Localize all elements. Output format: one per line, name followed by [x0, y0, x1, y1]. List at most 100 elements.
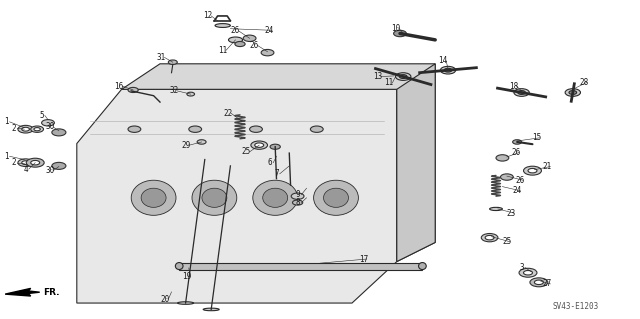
- Circle shape: [261, 49, 274, 56]
- Polygon shape: [122, 64, 435, 262]
- Text: 25: 25: [502, 237, 511, 246]
- Circle shape: [528, 168, 537, 173]
- Circle shape: [22, 161, 29, 165]
- Text: 11: 11: [385, 78, 394, 87]
- Ellipse shape: [141, 188, 166, 207]
- Ellipse shape: [314, 180, 358, 215]
- Text: 28: 28: [579, 78, 588, 87]
- Circle shape: [513, 140, 522, 144]
- Text: 26: 26: [511, 148, 520, 157]
- Circle shape: [31, 126, 44, 132]
- Circle shape: [270, 144, 280, 149]
- Text: 26: 26: [231, 26, 240, 35]
- FancyBboxPatch shape: [179, 263, 422, 270]
- Ellipse shape: [215, 24, 230, 27]
- Text: 13: 13: [373, 72, 382, 81]
- Circle shape: [310, 126, 323, 132]
- Circle shape: [250, 126, 262, 132]
- Circle shape: [52, 162, 66, 169]
- Text: 2: 2: [12, 124, 17, 133]
- Text: 21: 21: [543, 162, 552, 171]
- Circle shape: [530, 278, 548, 287]
- Circle shape: [440, 66, 456, 74]
- Ellipse shape: [192, 180, 237, 215]
- Text: 31: 31: [157, 53, 166, 62]
- Ellipse shape: [204, 308, 219, 311]
- Circle shape: [514, 89, 529, 96]
- Ellipse shape: [323, 188, 349, 207]
- Circle shape: [168, 60, 177, 64]
- Text: 26: 26: [250, 41, 259, 50]
- Text: 11: 11: [218, 46, 227, 55]
- Text: 19: 19: [182, 272, 191, 281]
- Circle shape: [31, 160, 44, 166]
- Circle shape: [128, 126, 141, 132]
- Circle shape: [524, 166, 541, 175]
- Text: 18: 18: [509, 82, 518, 91]
- Ellipse shape: [490, 207, 502, 211]
- Text: 3: 3: [519, 263, 524, 272]
- Circle shape: [496, 155, 509, 161]
- Text: SV43-E1203: SV43-E1203: [553, 302, 599, 311]
- Text: 32: 32: [170, 86, 179, 95]
- Circle shape: [292, 200, 303, 205]
- Text: 16: 16: [115, 82, 124, 91]
- Circle shape: [534, 280, 543, 285]
- Polygon shape: [5, 288, 40, 296]
- Ellipse shape: [202, 188, 227, 207]
- Ellipse shape: [253, 180, 298, 215]
- Text: 5: 5: [39, 111, 44, 120]
- Text: 22: 22: [223, 109, 232, 118]
- Circle shape: [399, 75, 407, 78]
- Polygon shape: [77, 89, 397, 303]
- Circle shape: [565, 89, 580, 96]
- Circle shape: [52, 129, 66, 136]
- Text: 12: 12: [204, 11, 212, 20]
- Text: 27: 27: [543, 279, 552, 288]
- Circle shape: [197, 140, 206, 144]
- Circle shape: [18, 159, 33, 167]
- Text: 25: 25: [242, 147, 251, 156]
- Circle shape: [31, 160, 40, 165]
- Text: 14: 14: [438, 56, 447, 65]
- Text: 20: 20: [161, 295, 170, 304]
- Circle shape: [524, 271, 532, 275]
- Ellipse shape: [131, 180, 176, 215]
- Text: 1: 1: [4, 117, 9, 126]
- Circle shape: [500, 174, 513, 180]
- Text: 9: 9: [296, 190, 301, 199]
- Text: 24: 24: [513, 186, 522, 195]
- Circle shape: [291, 193, 304, 199]
- Circle shape: [485, 235, 494, 240]
- Text: 4: 4: [23, 165, 28, 174]
- Circle shape: [34, 128, 40, 131]
- Circle shape: [22, 127, 29, 131]
- Text: 24: 24: [264, 26, 273, 35]
- Circle shape: [235, 41, 245, 47]
- Ellipse shape: [175, 263, 183, 270]
- Circle shape: [243, 35, 256, 41]
- Circle shape: [255, 143, 264, 147]
- Text: 26: 26: [515, 176, 524, 185]
- Circle shape: [444, 68, 452, 72]
- Text: 29: 29: [182, 141, 191, 150]
- Circle shape: [518, 91, 525, 94]
- Text: 1: 1: [4, 152, 9, 161]
- Circle shape: [42, 120, 54, 126]
- Circle shape: [394, 30, 406, 37]
- Ellipse shape: [228, 37, 243, 43]
- Polygon shape: [397, 64, 435, 262]
- Ellipse shape: [419, 263, 426, 270]
- Ellipse shape: [178, 302, 194, 304]
- Circle shape: [251, 141, 268, 149]
- Circle shape: [187, 92, 195, 96]
- Circle shape: [569, 91, 577, 94]
- Circle shape: [18, 125, 33, 133]
- Text: 30: 30: [45, 166, 54, 175]
- Circle shape: [128, 87, 138, 93]
- Text: 6: 6: [268, 158, 273, 167]
- Text: 7: 7: [274, 169, 279, 178]
- Circle shape: [189, 126, 202, 132]
- Text: FR.: FR.: [44, 288, 60, 297]
- Text: 23: 23: [506, 209, 515, 218]
